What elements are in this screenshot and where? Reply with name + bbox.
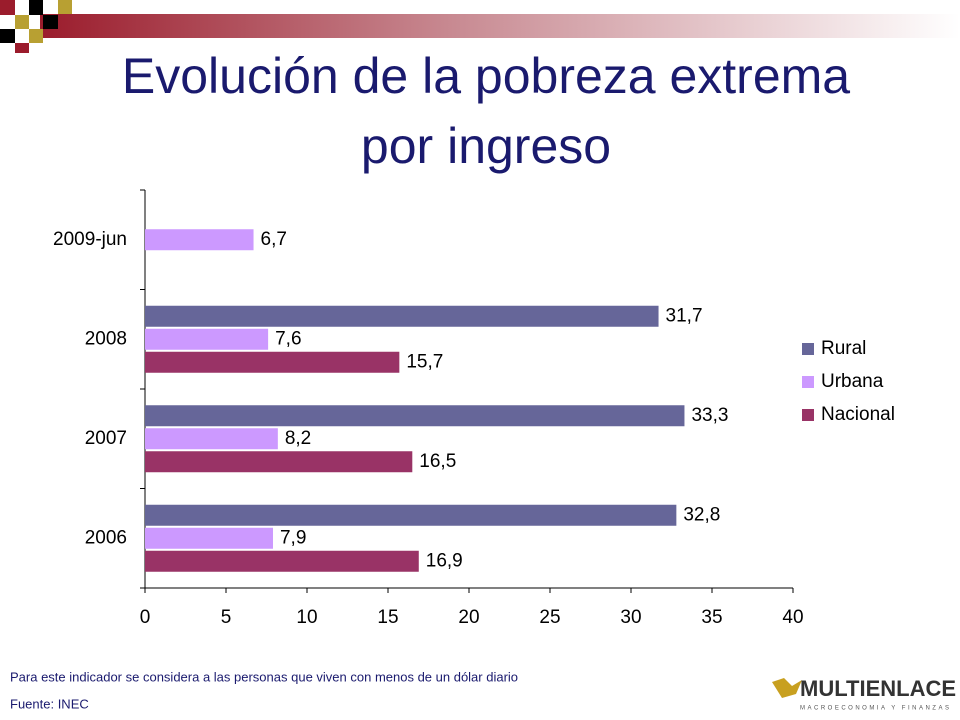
value-label: 16,9 xyxy=(426,550,463,571)
bar xyxy=(145,351,400,373)
value-label: 7,9 xyxy=(280,527,306,548)
x-tick-label: 25 xyxy=(539,607,560,628)
x-tick-label: 15 xyxy=(377,607,398,628)
value-label: 31,7 xyxy=(666,305,703,326)
bar xyxy=(145,527,273,549)
bar xyxy=(145,229,254,251)
bar xyxy=(145,305,659,327)
x-tick-label: 35 xyxy=(701,607,722,628)
bar xyxy=(145,451,413,473)
legend-label: Urbana xyxy=(821,371,884,392)
x-tick-label: 40 xyxy=(782,607,803,628)
footnote: Para este indicador se considera a las p… xyxy=(10,669,518,684)
value-label: 32,8 xyxy=(683,504,720,525)
x-tick-label: 10 xyxy=(296,607,317,628)
chart-title: por ingreso xyxy=(361,118,611,174)
bar xyxy=(145,328,269,350)
value-label: 33,3 xyxy=(691,405,728,426)
bar xyxy=(145,405,685,427)
bar xyxy=(145,428,278,450)
x-tick-label: 0 xyxy=(140,607,151,628)
header-squares xyxy=(0,0,72,53)
value-label: 8,2 xyxy=(285,428,311,449)
x-tick-label: 20 xyxy=(458,607,479,628)
legend-swatch xyxy=(802,343,814,355)
legend-swatch xyxy=(802,409,814,421)
y-tick-label: 2007 xyxy=(85,428,127,449)
bar xyxy=(145,504,677,526)
x-tick-label: 30 xyxy=(620,607,641,628)
y-tick-label: 2009-jun xyxy=(53,229,127,250)
logo: MULTIENLACE MACROECONOMIA Y FINANZAS xyxy=(772,676,956,712)
bar xyxy=(145,550,419,572)
chart-title: Evolución de la pobreza extrema xyxy=(122,48,850,104)
value-label: 6,7 xyxy=(261,229,287,250)
logo-tagline: MACROECONOMIA Y FINANZAS xyxy=(800,706,951,712)
y-tick-label: 2006 xyxy=(85,527,127,548)
header-band xyxy=(40,14,960,38)
x-tick-label: 5 xyxy=(221,607,232,628)
logo-text: MULTIENLACE xyxy=(800,676,956,701)
value-label: 16,5 xyxy=(419,451,456,472)
source: Fuente: INEC xyxy=(10,696,89,711)
legend-swatch xyxy=(802,376,814,388)
value-label: 7,6 xyxy=(275,328,301,349)
legend-label: Rural xyxy=(821,338,866,359)
legend-label: Nacional xyxy=(821,404,895,425)
value-label: 15,7 xyxy=(406,351,443,372)
y-tick-label: 2008 xyxy=(85,328,127,349)
